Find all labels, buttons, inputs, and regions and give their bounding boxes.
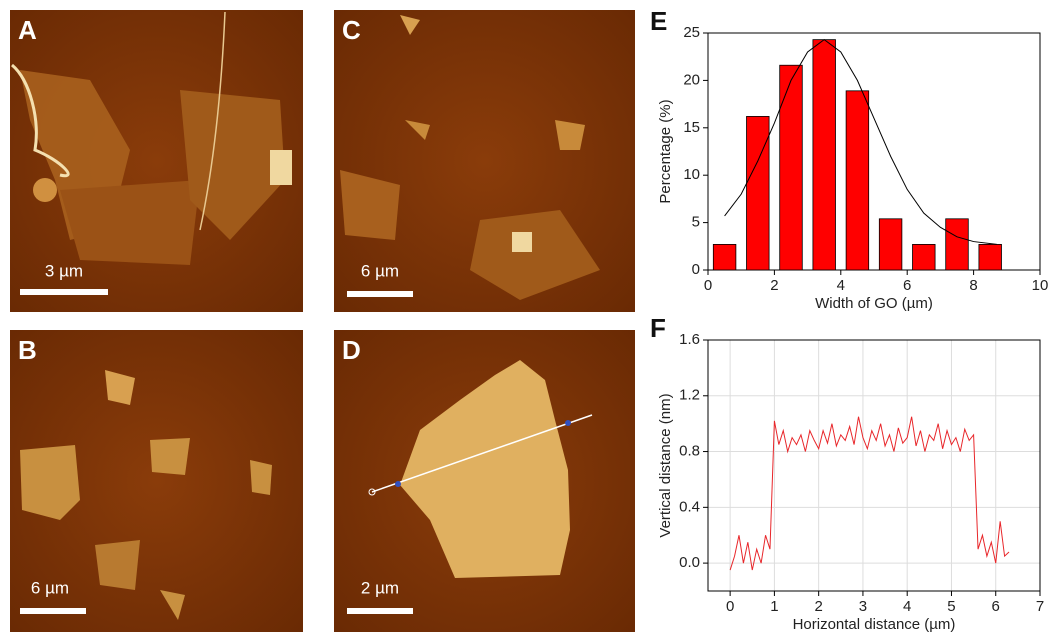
y-tick-label: 1.6 — [679, 331, 700, 348]
x-tick-label: 0 — [726, 598, 734, 615]
x-tick-label: 0 — [704, 277, 712, 294]
y-tick-label: 0.4 — [679, 498, 700, 515]
y-tick-label: 5 — [692, 214, 700, 231]
y-tick-label: 0 — [692, 261, 700, 278]
y-axis-label: Vertical distance (nm) — [657, 393, 674, 537]
x-tick-label: 4 — [903, 598, 911, 615]
x-tick-label: 7 — [1036, 598, 1044, 615]
bar — [979, 244, 1002, 270]
panel-label: E — [650, 6, 667, 36]
y-tick-label: 0.8 — [679, 443, 700, 460]
x-tick-label: 2 — [770, 277, 778, 294]
y-axis-label: Percentage (%) — [657, 99, 674, 203]
x-axis-label: Width of GO (µm) — [815, 295, 933, 312]
y-tick-label: 20 — [683, 71, 700, 88]
profile-line — [730, 417, 1009, 570]
y-tick-label: 15 — [683, 119, 700, 136]
y-tick-label: 10 — [683, 166, 700, 183]
scale-label: 2 µm — [361, 578, 399, 597]
bar — [780, 65, 803, 270]
x-tick-label: 6 — [903, 277, 911, 294]
panel-label: F — [650, 313, 666, 343]
x-tick-label: 2 — [814, 598, 822, 615]
x-tick-label: 5 — [947, 598, 955, 615]
bar — [879, 219, 902, 270]
bar — [813, 40, 836, 270]
panel-label: D — [342, 335, 361, 365]
afm-image-b: B 6 µm — [10, 330, 303, 632]
bar — [946, 219, 969, 270]
x-tick-label: 8 — [969, 277, 977, 294]
scale-label: 6 µm — [31, 578, 69, 597]
y-tick-label: 0.0 — [679, 554, 700, 571]
x-axis-label: Horizontal distance (µm) — [793, 616, 956, 633]
y-tick-label: 25 — [683, 24, 700, 41]
panel-label: C — [342, 15, 361, 45]
bar — [846, 91, 869, 270]
bar — [747, 116, 770, 270]
scale-label: 3 µm — [45, 261, 83, 280]
panel-label: B — [18, 335, 37, 365]
x-tick-label: 6 — [992, 598, 1000, 615]
x-tick-label: 1 — [770, 598, 778, 615]
x-tick-label: 3 — [859, 598, 867, 615]
bar — [713, 244, 736, 270]
panel-label: A — [18, 15, 37, 45]
x-tick-label: 4 — [837, 277, 845, 294]
figure: A 3 µm C 6 µm B 6 µm D 2 — [0, 0, 1052, 637]
scale-label: 6 µm — [361, 261, 399, 280]
afm-image-a: A 3 µm — [10, 10, 303, 312]
afm-image-d: D 2 µm — [334, 330, 635, 632]
page: A 3 µm C 6 µm B 6 µm D 2 — [0, 0, 1052, 637]
bar — [913, 244, 936, 270]
afm-image-c: C 6 µm — [334, 10, 635, 312]
y-tick-label: 1.2 — [679, 387, 700, 404]
x-tick-label: 10 — [1032, 277, 1049, 294]
